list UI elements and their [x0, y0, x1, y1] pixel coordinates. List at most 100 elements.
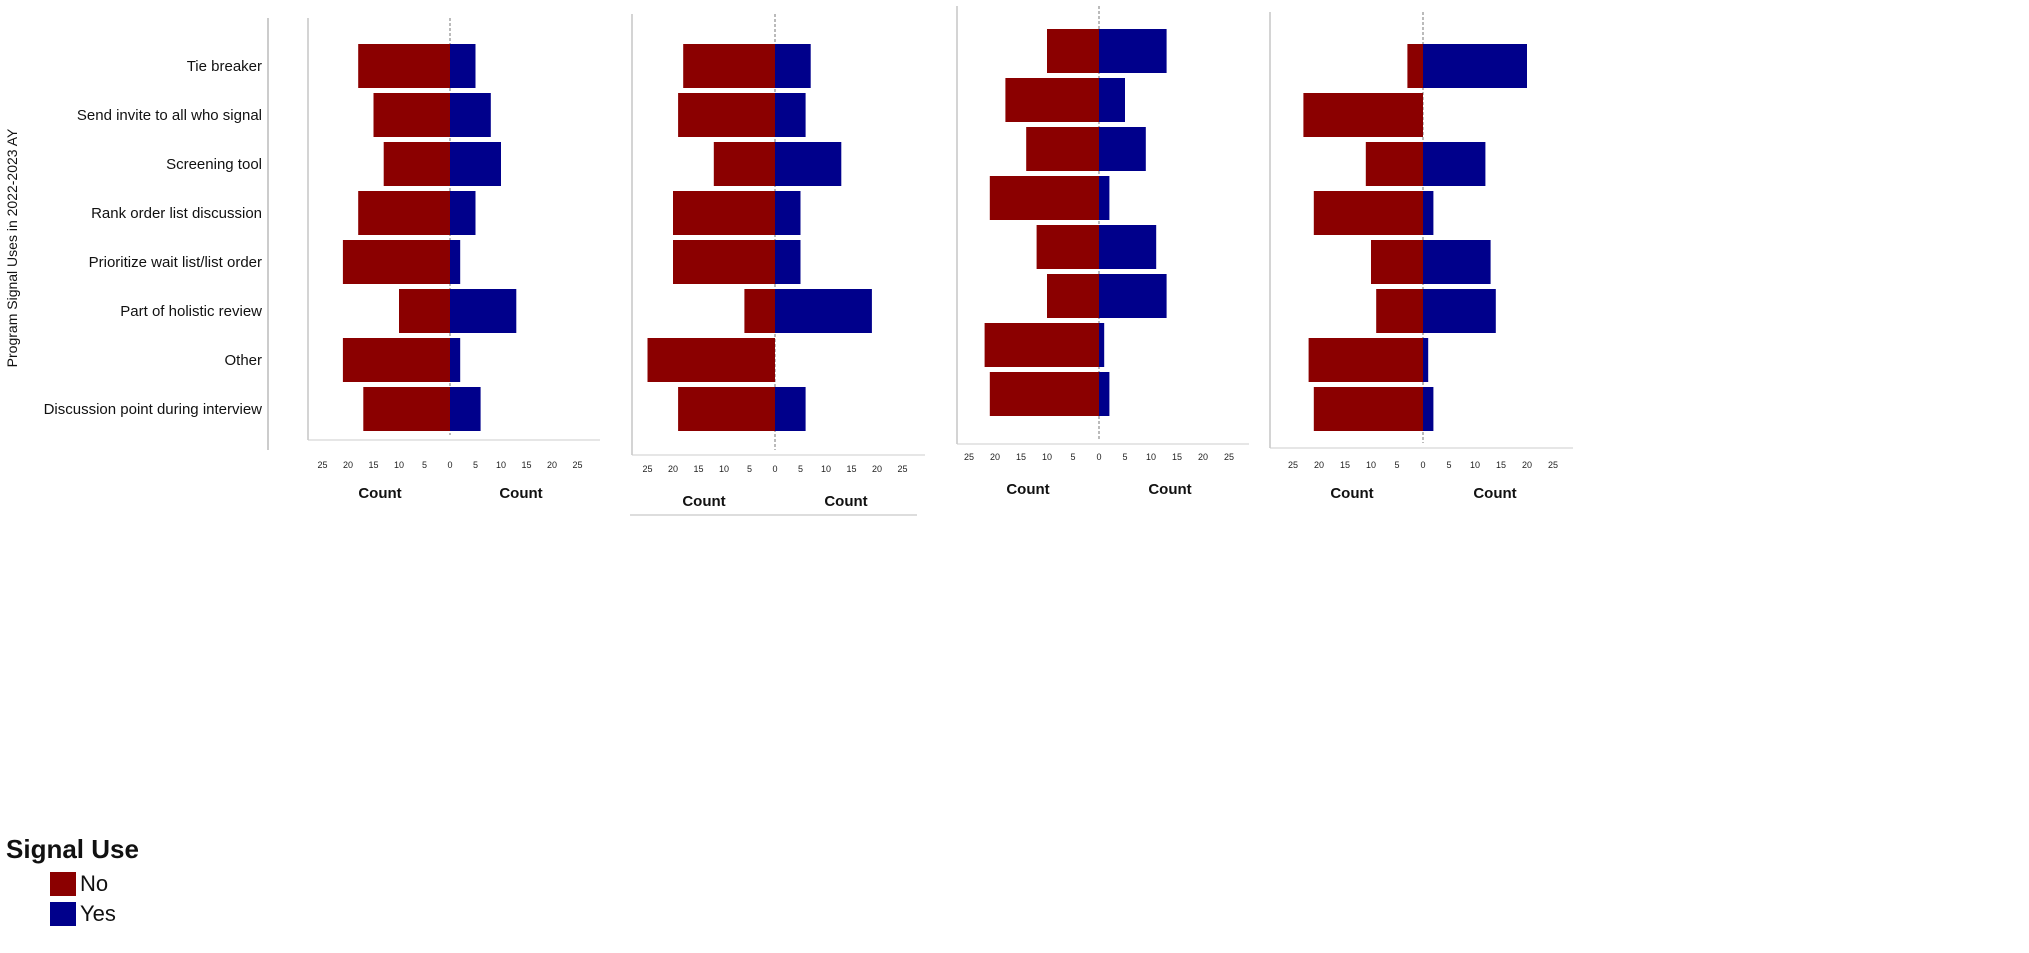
- tick-label: 5: [1446, 460, 1451, 470]
- tick-label: 15: [521, 460, 531, 470]
- tick-label: 0: [772, 464, 777, 474]
- category-label: Part of holistic review: [120, 303, 262, 320]
- tick-label: 20: [1314, 460, 1324, 470]
- bar-no: [984, 323, 1099, 367]
- tick-label: 5: [1394, 460, 1399, 470]
- tick-label: 15: [1496, 460, 1506, 470]
- bar-yes: [775, 289, 872, 333]
- tick-label: 25: [642, 464, 652, 474]
- bar-yes: [775, 93, 806, 137]
- bar-yes: [1099, 372, 1110, 416]
- tick-label: 20: [343, 460, 353, 470]
- bar-no: [342, 240, 450, 284]
- bar-yes: [775, 44, 811, 88]
- legend-item-no: No: [50, 869, 139, 899]
- bar-no: [673, 191, 775, 235]
- bar-yes: [450, 240, 461, 284]
- category-label: Other: [224, 352, 262, 369]
- category-label: Tie breaker: [187, 58, 262, 75]
- bar-yes: [1423, 289, 1496, 333]
- bar-no: [363, 387, 450, 431]
- legend-title: Signal Use: [6, 834, 139, 864]
- tick-label: 10: [1366, 460, 1376, 470]
- bar-no: [744, 289, 775, 333]
- bar-yes: [1099, 29, 1167, 73]
- legend-swatch-yes: [50, 902, 76, 926]
- bar-yes: [450, 289, 517, 333]
- bar-yes: [450, 387, 481, 431]
- x-axis-title-left: Count: [358, 485, 401, 502]
- bar-no: [1005, 78, 1099, 122]
- x-axis-title-left: Count: [682, 493, 725, 510]
- tick-label: 5: [1122, 452, 1127, 462]
- legend-label-yes: Yes: [80, 901, 116, 926]
- tick-label: 25: [1548, 460, 1558, 470]
- bar-no: [647, 338, 775, 382]
- bar-no: [989, 372, 1099, 416]
- bar-no: [678, 93, 775, 137]
- legend-item-yes: Yes: [50, 899, 139, 929]
- bar-yes: [1423, 44, 1527, 88]
- bar-no: [673, 240, 775, 284]
- panel-4: 25 20 15 10 5 0 5 10 15 20 25 Count Count: [1269, 12, 1573, 502]
- bar-yes: [450, 93, 491, 137]
- bar-yes: [775, 387, 806, 431]
- tick-label: 25: [897, 464, 907, 474]
- y-axis-title: Program Signal Uses in 2022-2023 AY: [4, 128, 20, 367]
- tick-label: 10: [394, 460, 404, 470]
- bar-no: [1303, 93, 1423, 137]
- bar-no: [1313, 387, 1423, 431]
- tick-label: 15: [1340, 460, 1350, 470]
- bar-no: [358, 191, 450, 235]
- x-axis-title-right: Count: [499, 485, 542, 502]
- bar-no: [383, 142, 450, 186]
- bar-yes: [775, 191, 801, 235]
- tick-label: 15: [368, 460, 378, 470]
- tick-label: 10: [1146, 452, 1156, 462]
- tick-label: 10: [1042, 452, 1052, 462]
- bar-yes: [450, 44, 476, 88]
- tick-label: 25: [1288, 460, 1298, 470]
- bar-no: [358, 44, 450, 88]
- panel-1: 25 20 15 10 5 0 5 10 15 20 25 Count Count: [307, 18, 600, 502]
- tick-label: 15: [1016, 452, 1026, 462]
- legend: Signal Use No Yes: [6, 834, 139, 929]
- x-axis-title-right: Count: [824, 493, 867, 510]
- bar-no: [1047, 29, 1099, 73]
- bar-no: [1047, 274, 1099, 318]
- bar-yes: [1099, 127, 1146, 171]
- bar-no: [1308, 338, 1423, 382]
- tick-label: 20: [668, 464, 678, 474]
- panel-2: 25 20 15 10 5 0 5 10 15 20 25 Count Count: [630, 14, 925, 516]
- legend-label-no: No: [80, 871, 109, 896]
- bar-no: [713, 142, 775, 186]
- category-label: Prioritize wait list/list order: [89, 254, 262, 271]
- bar-yes: [1423, 191, 1434, 235]
- bar-yes: [450, 191, 476, 235]
- tick-label: 5: [798, 464, 803, 474]
- x-axis-title-left: Count: [1006, 481, 1049, 498]
- bar-no: [1371, 240, 1423, 284]
- tick-label: 10: [496, 460, 506, 470]
- tick-label: 10: [1470, 460, 1480, 470]
- bar-yes: [1423, 338, 1429, 382]
- bar-yes: [1423, 142, 1486, 186]
- bar-no: [678, 387, 775, 431]
- bar-no: [1036, 225, 1099, 269]
- tick-label: 20: [990, 452, 1000, 462]
- tick-label: 10: [719, 464, 729, 474]
- bar-yes: [1423, 240, 1491, 284]
- bar-yes: [1099, 78, 1125, 122]
- bar-yes: [775, 240, 801, 284]
- tick-label: 5: [747, 464, 752, 474]
- tick-label: 20: [547, 460, 557, 470]
- bar-no: [399, 289, 450, 333]
- category-label: Rank order list discussion: [91, 205, 262, 222]
- bar-yes: [450, 338, 461, 382]
- bar-no: [342, 338, 450, 382]
- bar-yes: [450, 142, 501, 186]
- bar-no: [1026, 127, 1099, 171]
- category-label: Discussion point during interview: [44, 401, 263, 418]
- bar-yes: [1423, 387, 1434, 431]
